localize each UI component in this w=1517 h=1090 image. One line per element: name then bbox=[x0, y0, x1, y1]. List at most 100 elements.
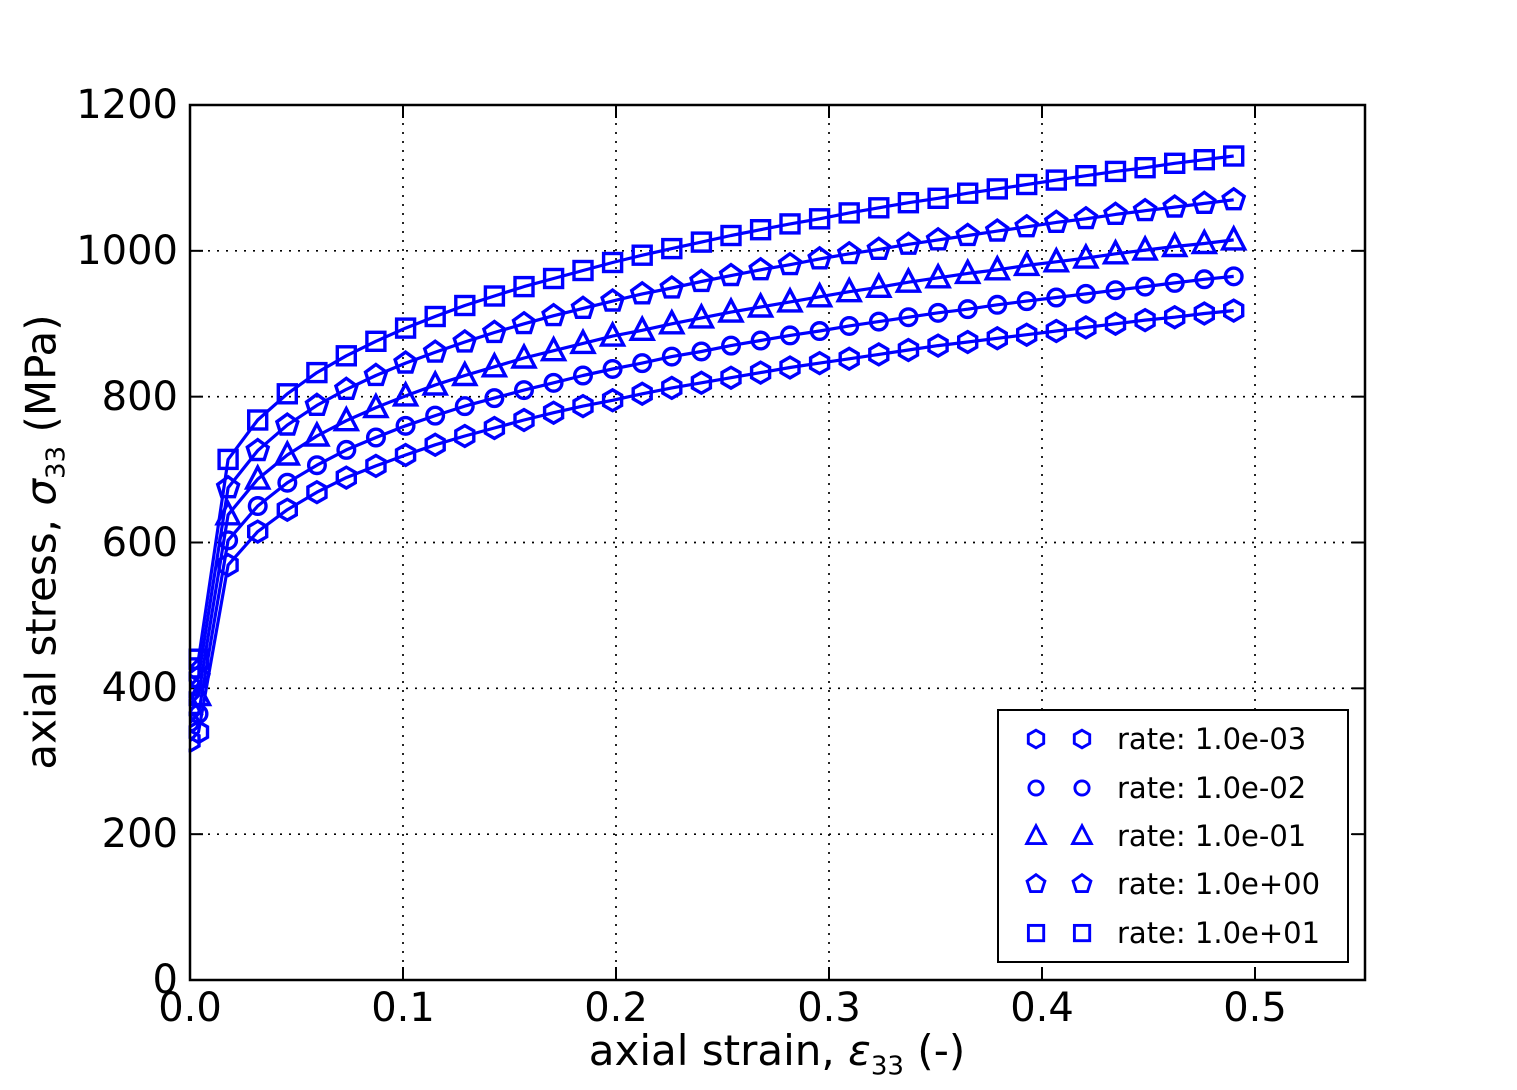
circle-marker bbox=[839, 315, 860, 336]
hexagon-marker bbox=[1026, 728, 1046, 750]
square-marker bbox=[957, 182, 979, 204]
hexagon-marker bbox=[483, 415, 506, 441]
hexagon-marker bbox=[572, 393, 594, 419]
triangle-marker bbox=[924, 262, 952, 289]
x-axis-label-text: axial strain, bbox=[588, 1026, 849, 1075]
hexagon-marker bbox=[1072, 728, 1092, 750]
square-marker bbox=[661, 237, 683, 260]
triangle-marker bbox=[1190, 227, 1219, 255]
triangle-marker bbox=[953, 257, 982, 285]
pentagon-marker bbox=[570, 295, 596, 319]
y-tick-label: 200 bbox=[101, 811, 178, 858]
pentagon-marker bbox=[1162, 194, 1188, 218]
triangle-marker bbox=[1131, 234, 1159, 261]
hexagon-marker bbox=[454, 423, 476, 449]
x-tick-label: 0.4 bbox=[1010, 985, 1074, 1031]
hexagon-marker bbox=[1134, 307, 1156, 333]
series-line-pentagon bbox=[188, 198, 1234, 688]
x-tick-label: 0.2 bbox=[584, 985, 648, 1031]
epsilon-symbol: ε bbox=[848, 1026, 871, 1075]
triangle-marker bbox=[1072, 242, 1100, 269]
pentagon-marker bbox=[274, 411, 300, 436]
hexagon-marker bbox=[1045, 318, 1068, 344]
circle-marker bbox=[957, 299, 978, 320]
circle-marker bbox=[691, 341, 712, 362]
hexagon-marker bbox=[720, 365, 742, 391]
square-marker bbox=[779, 213, 801, 235]
pentagon-marker bbox=[452, 328, 478, 353]
triangle-marker bbox=[1219, 224, 1248, 251]
legend-item: rate: 1.0e-02 bbox=[1011, 765, 1347, 811]
triangle-marker bbox=[243, 463, 272, 490]
circle-marker bbox=[543, 372, 564, 393]
square-marker bbox=[1134, 156, 1156, 179]
legend-item-label: rate: 1.0e+00 bbox=[1117, 867, 1321, 902]
triangle-marker bbox=[717, 296, 745, 323]
circle-marker bbox=[1075, 283, 1096, 304]
square-marker bbox=[1075, 164, 1097, 187]
legend-item: rate: 1.0e+01 bbox=[1011, 910, 1347, 956]
triangle-marker bbox=[391, 380, 420, 407]
triangle-marker bbox=[835, 276, 864, 303]
pentagon-marker bbox=[1073, 205, 1099, 230]
triangle-marker bbox=[569, 327, 597, 355]
hexagon-marker bbox=[749, 360, 772, 385]
pentagon-marker bbox=[481, 319, 507, 344]
hexagon-marker bbox=[868, 342, 890, 367]
hexagon-marker bbox=[1016, 322, 1038, 348]
square-marker bbox=[513, 275, 535, 298]
square-marker-sample bbox=[1026, 923, 1092, 942]
hexagon-marker bbox=[838, 346, 860, 372]
triangle-marker bbox=[598, 320, 627, 347]
circle-marker bbox=[1073, 779, 1091, 797]
series-markers-square bbox=[188, 145, 1245, 679]
series-line-hexagon bbox=[188, 309, 1234, 742]
square-marker bbox=[690, 231, 713, 253]
circle-marker bbox=[1135, 276, 1156, 297]
y-tick-label: 1200 bbox=[76, 82, 178, 128]
series-group bbox=[188, 145, 1248, 754]
circle-marker bbox=[1105, 280, 1126, 301]
x-tick-label: 0.3 bbox=[797, 985, 861, 1031]
pentagon-marker bbox=[541, 302, 567, 327]
circle-marker bbox=[780, 325, 801, 346]
pentagon-marker bbox=[866, 236, 892, 260]
sigma-symbol: σ bbox=[16, 479, 66, 506]
square-marker bbox=[1016, 173, 1038, 196]
hexagon-marker bbox=[601, 387, 624, 413]
circle-marker bbox=[513, 380, 534, 401]
hexagon-marker bbox=[542, 400, 565, 426]
square-marker bbox=[1193, 148, 1216, 171]
legend-item-label: rate: 1.0e-02 bbox=[1117, 770, 1307, 805]
pentagon-marker bbox=[393, 349, 418, 374]
circle-marker bbox=[277, 472, 298, 493]
series-line-triangle bbox=[188, 238, 1234, 706]
legend-item-label: rate: 1.0e-03 bbox=[1117, 722, 1307, 757]
circle-marker bbox=[365, 427, 386, 448]
hexagon-marker bbox=[394, 442, 417, 468]
circle-marker bbox=[395, 415, 416, 436]
hexagon-marker bbox=[1193, 301, 1216, 326]
triangle-marker bbox=[628, 314, 657, 341]
square-marker bbox=[897, 191, 920, 214]
hexagon-marker bbox=[1075, 315, 1097, 340]
triangle-marker bbox=[746, 291, 775, 318]
plot-frame bbox=[188, 103, 1367, 982]
pentagon-marker-sample bbox=[1025, 873, 1093, 894]
series-markers-pentagon bbox=[188, 186, 1247, 697]
square-marker bbox=[631, 244, 653, 266]
hexagon-marker bbox=[365, 453, 387, 479]
pentagon-marker bbox=[363, 362, 389, 387]
series-line-square bbox=[188, 154, 1234, 670]
triangle-marker bbox=[894, 266, 923, 293]
pentagon-marker bbox=[718, 262, 744, 287]
square-marker bbox=[454, 294, 476, 317]
circle-marker bbox=[868, 311, 889, 332]
legend: rate: 1.0e-03 rate: 1.0e-02 rate: 1.0e-01 r… bbox=[997, 709, 1349, 963]
pentagon-marker bbox=[304, 392, 330, 416]
square-marker bbox=[335, 345, 357, 367]
circle-marker bbox=[898, 307, 919, 328]
hexagon-marker bbox=[1163, 304, 1186, 330]
pentagon-marker bbox=[1221, 186, 1247, 211]
